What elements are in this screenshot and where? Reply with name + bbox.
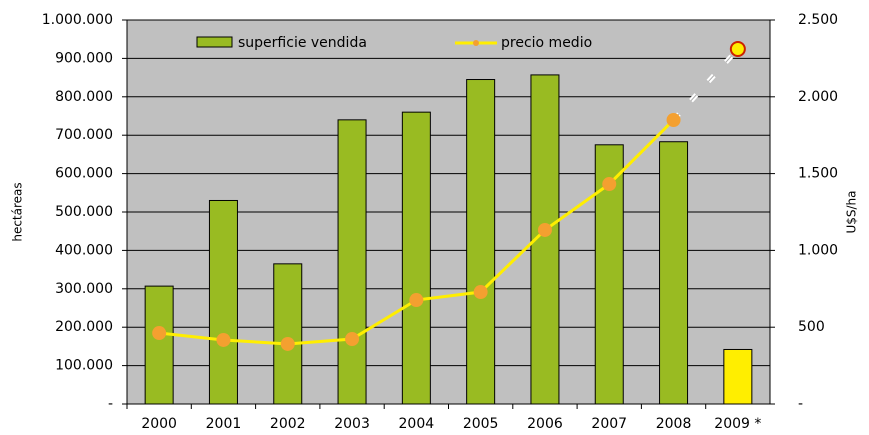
y-tick-label: 400.000 xyxy=(55,242,113,258)
bar xyxy=(208,199,238,405)
line-marker xyxy=(216,332,231,347)
bar xyxy=(723,348,753,405)
line-marker xyxy=(280,336,295,351)
y-tick-label: 500.000 xyxy=(55,204,113,220)
x-tick-label: 2009 * xyxy=(714,416,761,432)
legend-swatch xyxy=(473,40,479,46)
bar xyxy=(144,285,174,405)
line-marker xyxy=(602,177,617,192)
bar xyxy=(659,141,689,405)
y-tick-label: 200.000 xyxy=(55,319,113,335)
line-projection-outline xyxy=(673,48,739,121)
y-tick-label: 300.000 xyxy=(55,281,113,297)
line-marker xyxy=(409,293,424,308)
legend-swatch xyxy=(196,36,233,48)
bar xyxy=(337,119,367,405)
y-tick-label: 700.000 xyxy=(55,127,113,143)
line-marker xyxy=(729,41,746,58)
y-tick-label: 1.000.000 xyxy=(42,12,113,28)
line-marker xyxy=(473,285,488,300)
x-tick-label: 2006 xyxy=(527,416,563,432)
x-tick-label: 2004 xyxy=(399,416,435,432)
line-marker xyxy=(345,332,360,347)
y-tick-label: - xyxy=(108,396,113,412)
line-marker xyxy=(537,222,552,237)
bar xyxy=(273,263,303,405)
legend-label: precio medio xyxy=(501,35,592,51)
x-tick-label: 2008 xyxy=(656,416,692,432)
y2-tick-label: 2.000 xyxy=(798,89,838,105)
y-tick-label: 100.000 xyxy=(55,358,113,374)
x-tick-label: 2001 xyxy=(206,416,242,432)
y2-tick-label: 500 xyxy=(798,319,825,335)
bar xyxy=(466,79,496,405)
y2-tick-label: - xyxy=(798,396,803,412)
y-axis-label: hectáreas xyxy=(11,182,25,241)
y2-tick-label: 2.500 xyxy=(798,12,838,28)
y2-tick-label: 1.500 xyxy=(798,166,838,182)
line-marker xyxy=(152,326,167,341)
y2-axis-label: U$S/ha xyxy=(845,190,859,233)
y-tick-label: 900.000 xyxy=(55,50,113,66)
x-tick-label: 2002 xyxy=(270,416,306,432)
y-tick-label: 600.000 xyxy=(55,166,113,182)
x-tick-label: 2000 xyxy=(141,416,177,432)
x-tick-label: 2007 xyxy=(591,416,627,432)
y2-tick-label: 1.000 xyxy=(798,242,838,258)
x-tick-label: 2005 xyxy=(463,416,499,432)
legend-label: superficie vendida xyxy=(238,35,367,51)
x-tick-label: 2003 xyxy=(334,416,370,432)
bar xyxy=(401,111,431,405)
line-marker xyxy=(666,112,681,127)
y-tick-label: 800.000 xyxy=(55,89,113,105)
